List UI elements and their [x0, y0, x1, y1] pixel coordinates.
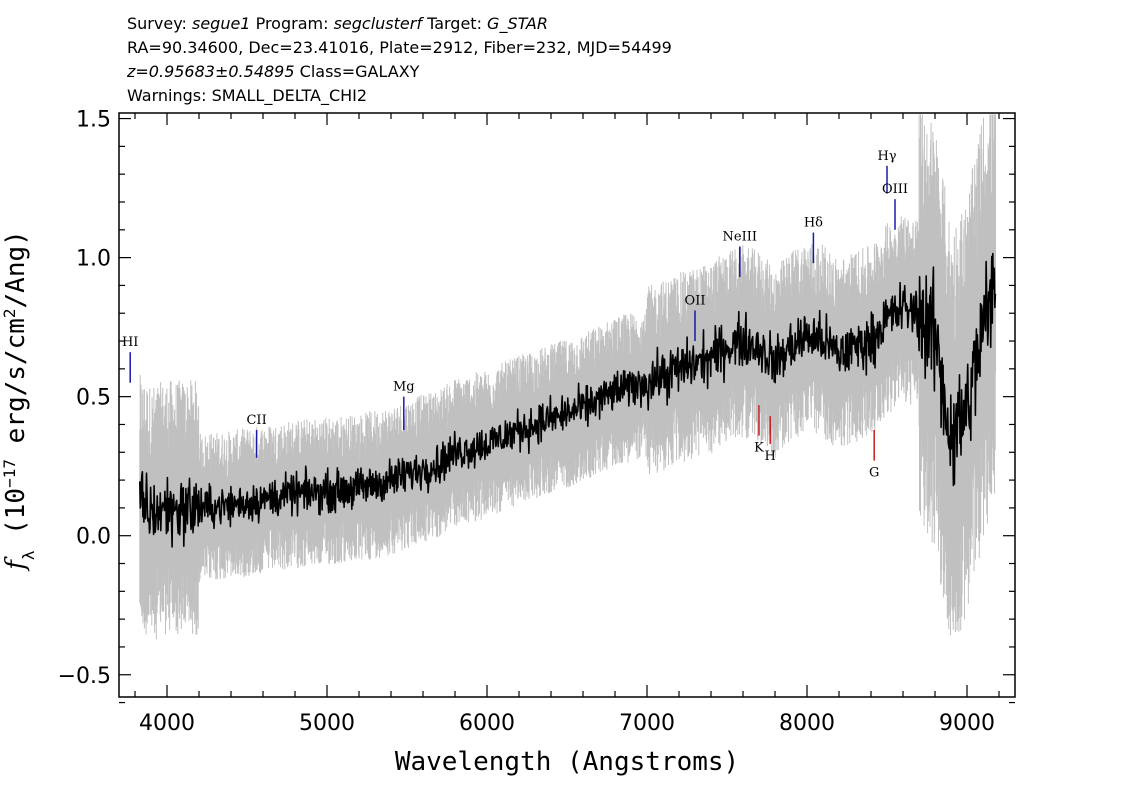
marker-label: NeIII: [723, 229, 757, 244]
x-tick-label: 7000: [619, 711, 675, 736]
spectral-line-markers: HI CII Mg OII NeIII Hδ Hγ OIII KH G: [122, 149, 908, 481]
y-tick-label: 0.0: [76, 525, 111, 550]
marker-label: K: [754, 441, 764, 456]
marker-label: HI: [122, 335, 138, 350]
header-warnings: Warnings: SMALL_DELTA_CHI2: [127, 86, 368, 105]
redshift-value: z=0.95683±0.54895: [127, 62, 295, 81]
target-value: G_STAR: [487, 14, 548, 33]
y-tick-label: −0.5: [58, 664, 111, 689]
marker-label: CII: [246, 413, 266, 428]
marker-oii: OII: [685, 293, 706, 342]
plot-frame: [118, 112, 1016, 698]
survey-label: Survey:: [127, 14, 187, 33]
marker-label: OII: [685, 293, 706, 308]
x-tick-label: 9000: [939, 711, 995, 736]
marker-label: Hδ: [804, 216, 823, 231]
marker-k: K: [754, 405, 764, 456]
spectrum-header: Survey: segue1 Program: segclusterf Targ…: [127, 12, 672, 108]
y-tick-label: 1.5: [76, 108, 111, 133]
marker-label: H: [765, 449, 776, 464]
x-tick-label: 5000: [299, 711, 355, 736]
y-axis-title: fλ (10−17 erg/s/cm2/Ang): [0, 230, 38, 572]
x-axis-title: Wavelength (Angstroms): [395, 747, 739, 777]
marker-cii: CII: [246, 413, 267, 458]
marker-hδ: Hδ: [804, 216, 823, 264]
marker-label: Mg: [393, 380, 415, 395]
marker-h: H: [765, 416, 776, 464]
marker-hi: HI: [122, 335, 138, 383]
marker-label: Hγ: [877, 149, 896, 164]
flux-line: [139, 252, 997, 548]
class-value: Class=GALAXY: [299, 62, 420, 81]
error-band: [139, 114, 996, 640]
marker-label: OIII: [882, 182, 908, 197]
x-tick-label: 8000: [779, 711, 835, 736]
error-band-path: [139, 114, 996, 640]
marker-oiii: OIII: [882, 182, 908, 230]
marker-hγ: Hγ: [877, 149, 897, 194]
header-line-3: z=0.95683±0.54895 Class=GALAXY: [127, 60, 672, 84]
x-tick-label: 4000: [139, 711, 195, 736]
target-label: Target:: [427, 14, 482, 33]
marker-g: G: [869, 430, 879, 481]
marker-mg: Mg: [393, 380, 415, 431]
y-axis-ticks: −0.5 0.0 0.5 1.0 1.5: [58, 108, 1015, 704]
header-line-2: RA=90.34600, Dec=23.41016, Plate=2912, F…: [127, 38, 672, 57]
marker-neiii: NeIII: [723, 229, 757, 278]
header-line-1: Survey: segue1 Program: segclusterf Targ…: [127, 12, 672, 36]
marker-label: G: [869, 466, 879, 481]
x-axis-ticks: 4000 5000 6000 7000 8000 9000: [134, 113, 1000, 736]
flux-series: [139, 252, 997, 548]
svg-text:fλ (10−17 erg/s/cm2/Ang): fλ (10−17 erg/s/cm2/Ang): [0, 230, 38, 572]
program-label: Program:: [255, 14, 329, 33]
survey-value: segue1: [191, 14, 251, 33]
program-value: segclusterf: [333, 14, 422, 33]
x-tick-label: 6000: [459, 711, 515, 736]
y-tick-label: 1.0: [76, 247, 111, 272]
y-tick-label: 0.5: [76, 386, 111, 411]
